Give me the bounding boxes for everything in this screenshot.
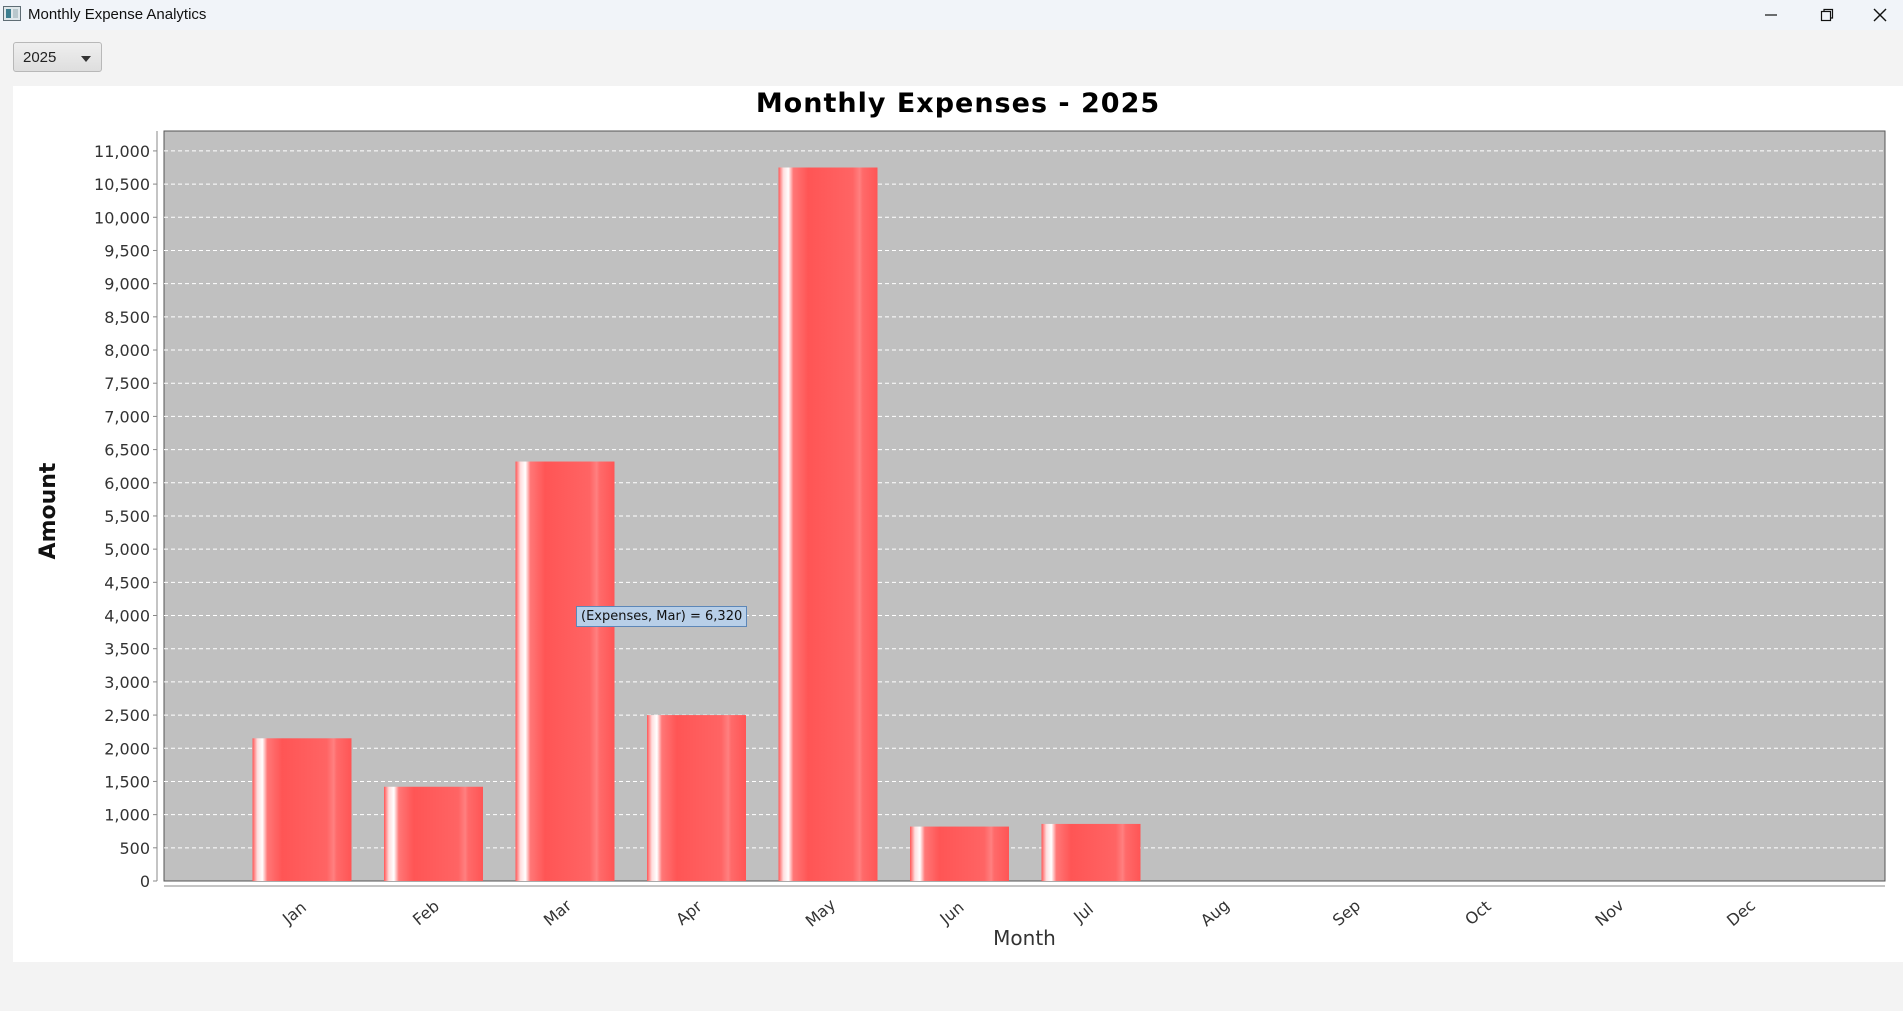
x-tick-label: Apr (672, 896, 706, 929)
bar-mar[interactable] (515, 461, 615, 881)
y-tick-label: 500 (119, 839, 150, 858)
minimize-icon (1765, 14, 1777, 16)
x-tick-label: Oct (1461, 897, 1494, 929)
year-select[interactable]: 2025 (13, 42, 102, 72)
bar-jul[interactable] (1041, 823, 1141, 881)
restore-button[interactable] (1804, 0, 1850, 30)
bar-feb[interactable] (384, 786, 483, 881)
y-tick-label: 7,500 (104, 374, 150, 393)
expense-chart: Monthly Expenses - 2025 0 500 1,000 1,500 2,… (36, 88, 1886, 950)
x-tick-label: Aug (1197, 895, 1233, 930)
chevron-down-icon (81, 56, 91, 62)
y-tick-label: 6,500 (104, 441, 150, 460)
chart-title: Monthly Expenses - 2025 (756, 88, 1160, 119)
y-tick-label: 0 (140, 872, 150, 891)
y-tick-label: 8,500 (104, 308, 150, 327)
y-tick-label: 11,000 (94, 142, 150, 161)
restore-icon (1820, 8, 1834, 22)
y-tick-label: 5,000 (104, 540, 150, 559)
bar-tooltip: (Expenses, Mar) = 6,320 (576, 606, 748, 627)
x-tick-label: Sep (1329, 896, 1364, 930)
window-title: Monthly Expense Analytics (28, 6, 207, 23)
app-icon (3, 6, 21, 21)
x-axis-title: Month (993, 926, 1056, 950)
y-tick-label: 2,500 (104, 706, 150, 725)
y-axis-title: Amount (36, 462, 61, 559)
x-tick-label: Jul (1069, 899, 1097, 927)
y-tick-label: 5,500 (104, 507, 150, 526)
y-tick-label: 1,500 (104, 772, 150, 791)
y-tick-label: 9,500 (104, 241, 150, 260)
y-tick-label: 7,000 (104, 407, 150, 426)
y-tick-label: 10,500 (94, 175, 150, 194)
y-tick-label: 3,500 (104, 640, 150, 659)
close-button[interactable] (1857, 0, 1903, 30)
x-tick-label: Dec (1723, 896, 1759, 930)
x-tick-label: May (802, 895, 840, 931)
x-tick-label: Jan (278, 898, 310, 929)
y-tick-label: 4,500 (104, 573, 150, 592)
chart-panel: Monthly Expenses - 2025 0 500 1,000 1,500 2,… (13, 86, 1903, 962)
year-select-value: 2025 (23, 49, 57, 66)
bar-apr[interactable] (647, 715, 746, 881)
x-tick-label: Jun (936, 897, 968, 928)
y-tick-label: 10,000 (94, 208, 150, 227)
bar-jun[interactable] (910, 826, 1009, 881)
minimize-button[interactable] (1748, 0, 1794, 30)
y-tick-label: 9,000 (104, 275, 150, 294)
y-tick-label: 6,000 (104, 474, 150, 493)
y-tick-label: 8,000 (104, 341, 150, 360)
y-tick-label: 2,000 (104, 739, 150, 758)
y-tick-label: 1,000 (104, 806, 150, 825)
x-tick-label: Mar (540, 896, 576, 930)
bar-may[interactable] (778, 167, 878, 882)
close-icon (1873, 8, 1887, 22)
bar-jan[interactable] (252, 738, 352, 881)
plot-area (163, 130, 1886, 882)
y-tick-label: 3,000 (104, 673, 150, 692)
x-tick-label: Nov (1591, 895, 1627, 930)
x-tick-label: Feb (409, 896, 443, 929)
window-titlebar: Monthly Expense Analytics (0, 0, 1903, 30)
y-tick-label: 4,000 (104, 607, 150, 626)
